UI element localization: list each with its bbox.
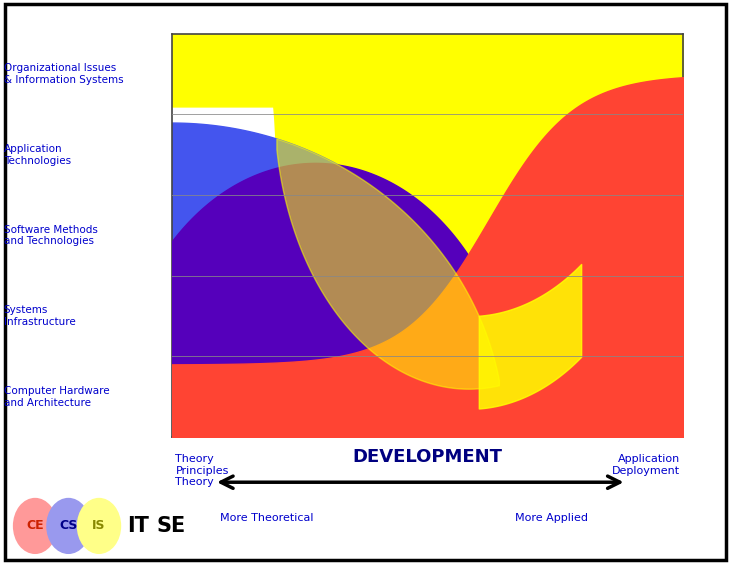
Ellipse shape — [13, 498, 57, 554]
Text: SE: SE — [156, 516, 186, 536]
Text: More Applied: More Applied — [515, 513, 588, 523]
Text: Theory
Principles
Theory: Theory Principles Theory — [175, 454, 229, 487]
Text: More Theoretical: More Theoretical — [220, 513, 314, 523]
Text: CE: CE — [26, 519, 44, 532]
Text: DEVELOPMENT: DEVELOPMENT — [352, 448, 503, 466]
Ellipse shape — [46, 498, 91, 554]
Text: Computer Hardware
and Architecture: Computer Hardware and Architecture — [4, 386, 109, 408]
Ellipse shape — [77, 498, 121, 554]
Text: Application
Deployment: Application Deployment — [612, 454, 680, 475]
Text: IT: IT — [127, 516, 149, 536]
Text: IS: IS — [92, 519, 106, 532]
Text: Systems
Infrastructure: Systems Infrastructure — [4, 305, 75, 327]
Text: Organizational Issues
& Information Systems: Organizational Issues & Information Syst… — [4, 63, 124, 85]
Text: CS: CS — [59, 519, 77, 532]
Text: Application
Technologies: Application Technologies — [4, 144, 71, 166]
Text: Software Methods
and Technologies: Software Methods and Technologies — [4, 224, 97, 246]
